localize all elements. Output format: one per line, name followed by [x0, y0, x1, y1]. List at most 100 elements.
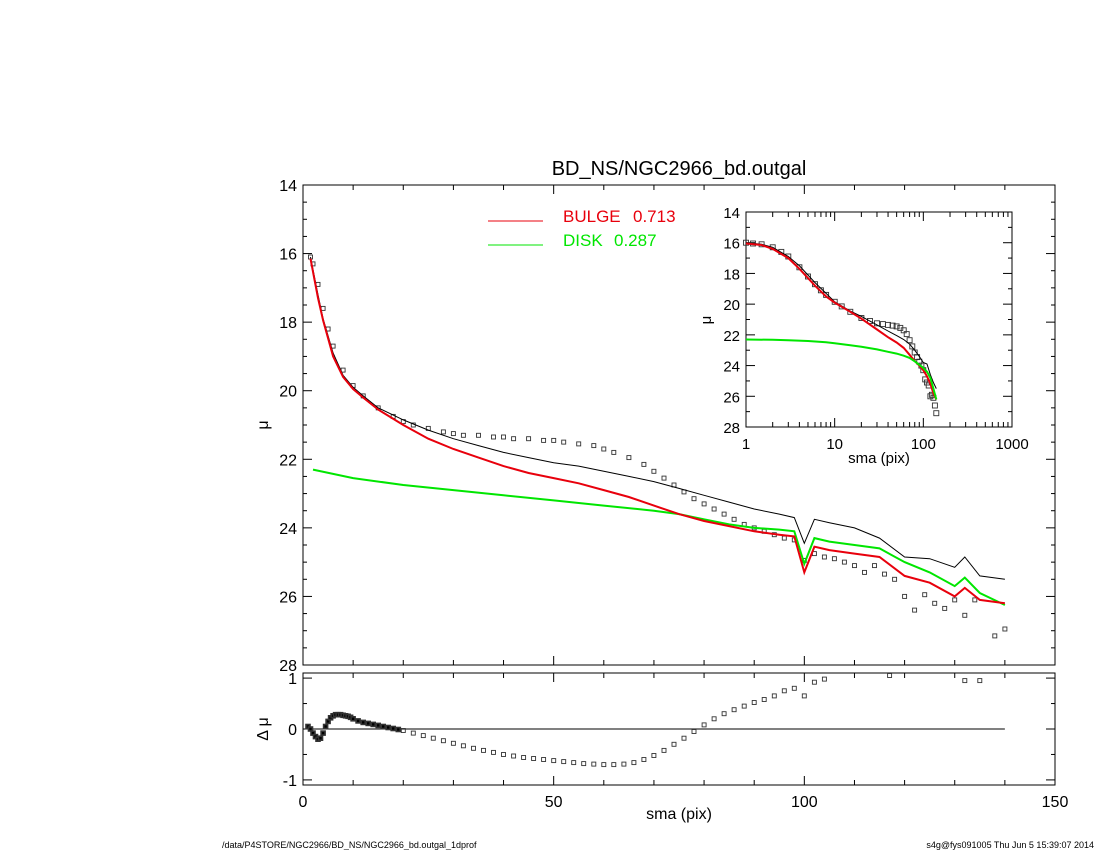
main-data-point — [932, 600, 938, 606]
footer-file-path: /data/P4STORE/NGC2966/BD_NS/NGC2966_bd.o… — [222, 840, 477, 850]
x-axis-label: sma (pix) — [646, 806, 712, 823]
inset-data-point — [903, 331, 910, 338]
main-data-point — [511, 436, 517, 442]
residual-data-point — [771, 693, 777, 699]
residual-data-point — [781, 688, 787, 694]
residual-data-point — [551, 758, 557, 764]
main-data-point — [902, 593, 908, 599]
residual-data-point — [701, 722, 707, 728]
main-data-point — [651, 468, 657, 474]
residual-data-point — [450, 740, 456, 746]
residual-data-point — [691, 729, 697, 734]
main-data-point — [661, 475, 667, 481]
main-total-model-line — [310, 256, 1005, 580]
residual-x-tick-label: 100 — [791, 794, 818, 811]
inset-disk-line — [745, 338, 938, 400]
main-bulge-line — [309, 258, 1006, 605]
residual-data-point — [541, 757, 547, 762]
inset-series — [743, 239, 940, 417]
main-data-point — [476, 432, 481, 438]
inset-y-tick-label: 14 — [723, 205, 740, 222]
main-data-point — [501, 434, 506, 440]
main-y-tick-label: 14 — [279, 178, 297, 195]
main-data-point — [601, 446, 607, 452]
inset-x-tick-label: 1000 — [995, 436, 1028, 453]
residual-data-point — [591, 761, 597, 767]
main-data-point — [691, 496, 697, 502]
main-data-point — [440, 429, 446, 435]
inset-data-point — [909, 343, 916, 350]
legend-label-disk: DISK — [563, 231, 603, 250]
residual-data-point — [390, 725, 397, 732]
main-data-point — [721, 511, 727, 517]
residual-data-point — [430, 735, 436, 741]
main-data-point — [962, 612, 968, 618]
residual-data-point — [440, 738, 446, 744]
residual-data-point — [481, 747, 486, 753]
main-data-point — [641, 461, 647, 467]
chart-title: BD_NS/NGC2966_bd.outgal — [552, 158, 807, 180]
residual-data-point — [420, 733, 426, 739]
main-data-point — [852, 563, 857, 569]
main-data-point — [862, 569, 867, 575]
inset-y-tick-label: 20 — [723, 297, 740, 314]
inset-bulge-line — [745, 242, 938, 400]
residual-data-point — [317, 735, 324, 742]
residual-data-point — [511, 753, 517, 759]
residual-data-point — [671, 741, 677, 747]
inset-y-tick-label: 22 — [723, 328, 740, 345]
residual-data-point — [491, 749, 496, 755]
residual-data-point — [631, 760, 637, 766]
residual-data-point — [571, 760, 577, 766]
inset-data-point — [927, 393, 934, 400]
residual-data-point — [385, 724, 392, 731]
legend-value-disk: 0.287 — [614, 231, 657, 250]
main-data-point — [701, 501, 707, 507]
inset-data-point — [931, 402, 938, 409]
main-series — [308, 254, 1008, 639]
main-data-point — [992, 633, 998, 639]
residual-data-point — [471, 745, 476, 751]
residual-data-point — [460, 743, 466, 749]
inset-x-tick-label: 10 — [826, 436, 843, 453]
main-data-point — [460, 432, 466, 438]
inset-y-tick-label: 26 — [723, 389, 740, 406]
main-data-point — [1002, 626, 1008, 632]
residual-x-tick-label: 0 — [299, 794, 308, 811]
main-data-point — [491, 434, 496, 440]
main-y-tick-label: 28 — [279, 658, 297, 675]
residual-y-ticks: 1 0 -1 — [283, 671, 1055, 790]
residual-data-point — [322, 723, 329, 730]
residual-data-point — [365, 720, 372, 727]
residual-y-tick-label: 0 — [288, 722, 297, 739]
main-data-point — [922, 592, 928, 598]
residual-y-tick-label: 1 — [288, 671, 297, 688]
inset-panel: μ sma (pix) 14 16 18 20 22 24 26 28 1 10 100 1000 — [698, 205, 1029, 467]
main-x-ticks — [302, 185, 1056, 665]
main-disk-line — [312, 468, 1006, 606]
residual-data-point — [501, 752, 506, 757]
residual-data-point — [320, 730, 326, 736]
inset-y-tick-label: 28 — [723, 420, 740, 437]
main-y-axis-label: μ — [255, 420, 272, 429]
main-data-point — [711, 506, 717, 512]
residual-data-point — [791, 685, 797, 691]
residual-data-point — [561, 759, 567, 765]
main-data-point — [841, 559, 847, 565]
inset-data-point — [893, 323, 900, 330]
main-y-tick-label: 26 — [279, 589, 297, 606]
residual-y-tick-label: -1 — [283, 773, 297, 790]
main-y-tick-label: 20 — [279, 384, 297, 401]
residual-x-tick-label: 50 — [545, 794, 563, 811]
main-data-point — [781, 535, 787, 541]
residual-x-ticks: 0 50 100 150 — [299, 673, 1068, 811]
main-data-point — [892, 576, 898, 582]
inset-x-ticks: 1 10 100 1000 — [742, 212, 1029, 453]
main-data-point — [972, 597, 978, 603]
residual-data-point — [761, 697, 767, 702]
main-data-point — [551, 437, 557, 443]
inset-total-model-line — [745, 242, 937, 389]
residual-data-point — [400, 728, 406, 733]
residual-data-point — [410, 730, 416, 736]
